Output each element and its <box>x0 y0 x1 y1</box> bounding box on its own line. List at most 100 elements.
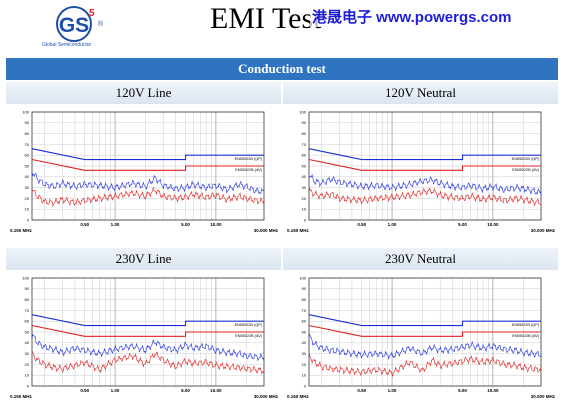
y-tick-label: 20 <box>302 196 307 201</box>
page-title: EMI Test <box>210 2 322 35</box>
y-tick-label: 0 <box>304 383 307 388</box>
y-tick-label: 80 <box>302 297 307 302</box>
y-tick-label: 60 <box>25 319 30 324</box>
y-tick-label: 0 <box>27 383 30 388</box>
y-tick-label: 20 <box>25 362 30 367</box>
emi-chart-120v-line: 0 10 20 30 40 50 60 70 80 90 100 0.150 MHz 0.50 1.00 5… <box>10 109 279 233</box>
average-trace <box>31 187 265 208</box>
legend-label: EN55022B (QP) <box>512 323 540 327</box>
y-tick-label: 70 <box>25 308 30 313</box>
average-trace <box>308 187 542 207</box>
y-tick-label: 60 <box>25 153 30 158</box>
limit-line-qp <box>308 314 541 327</box>
y-tick-label: 20 <box>25 196 30 201</box>
x-tick-label: 1.00 <box>388 222 397 227</box>
x-tick-label: 1.00 <box>111 388 120 393</box>
y-tick-label: 70 <box>302 308 307 313</box>
y-tick-label: 90 <box>25 286 30 291</box>
y-tick-label: 10 <box>302 373 307 378</box>
x-tick-label: 1.00 <box>388 388 397 393</box>
chart-panel-230v-line: 230V Line 0 10 20 30 40 50 60 70 80 90 100 0.150 MH… <box>6 248 281 406</box>
x-tick-label: 5.00 <box>458 388 467 393</box>
y-tick-label: 80 <box>25 297 30 302</box>
average-trace <box>31 351 265 375</box>
y-tick-label: 50 <box>302 163 307 168</box>
x-tick-label: 0.150 MHz <box>287 228 310 233</box>
legend-label: EN55022B (AV) <box>235 334 262 338</box>
x-tick-label: 10.00 <box>487 222 499 227</box>
x-tick-label: 30.000 MHz <box>531 394 556 399</box>
x-tick-label: 10.00 <box>210 222 222 227</box>
y-tick-label: 30 <box>302 185 307 190</box>
chart-title: 120V Line <box>6 82 281 104</box>
legend-label: EN55022B (AV) <box>512 334 539 338</box>
logo-caption: Global Semiconductor <box>42 42 92 48</box>
legend-label: EN55022B (AV) <box>512 168 539 172</box>
emi-chart-230v-line: 0 10 20 30 40 50 60 70 80 90 100 0.150 MHz 0.50 1.00 5… <box>10 275 279 399</box>
y-tick-label: 60 <box>302 319 307 324</box>
y-tick-label: 90 <box>302 120 307 125</box>
y-tick-label: 50 <box>25 329 30 334</box>
y-tick-label: 90 <box>25 120 30 125</box>
company-logo: GS 5 ® <box>40 4 114 50</box>
chart-title: 230V Line <box>6 248 281 270</box>
peak-trace <box>308 333 542 360</box>
legend-label: EN55022B (QP) <box>235 157 263 161</box>
x-tick-label: 0.150 MHz <box>10 394 33 399</box>
x-tick-label: 1.00 <box>111 222 120 227</box>
x-tick-label: 30.000 MHz <box>254 228 279 233</box>
x-tick-label: 5.00 <box>181 388 190 393</box>
y-tick-label: 70 <box>25 142 30 147</box>
y-tick-label: 100 <box>299 109 306 114</box>
section-header: Conduction test <box>6 58 558 80</box>
y-tick-label: 80 <box>302 131 307 136</box>
chart-title: 230V Neutral <box>283 248 558 270</box>
legend-label: EN55022B (QP) <box>512 157 540 161</box>
logo-mark-icon: GS 5 ® <box>56 6 104 42</box>
x-tick-label: 30.000 MHz <box>531 228 556 233</box>
legend-label: EN55022B (QP) <box>235 323 263 327</box>
limit-line-qp <box>31 314 264 327</box>
y-tick-label: 30 <box>302 351 307 356</box>
limit-line-av <box>308 324 541 337</box>
y-tick-label: 10 <box>25 373 30 378</box>
limit-line-qp <box>308 148 541 161</box>
x-tick-label: 10.00 <box>487 388 499 393</box>
peak-trace <box>31 333 265 362</box>
y-tick-label: 40 <box>25 340 30 345</box>
y-tick-label: 90 <box>302 286 307 291</box>
x-tick-label: 0.150 MHz <box>287 394 310 399</box>
x-tick-label: 0.50 <box>357 388 366 393</box>
y-tick-label: 50 <box>25 163 30 168</box>
x-tick-label: 0.150 MHz <box>10 228 33 233</box>
peak-trace <box>31 172 265 195</box>
registered-mark: ® <box>98 20 104 28</box>
logo-letters: GS <box>59 14 89 37</box>
watermark: 港晟电子 www.powergs.com <box>310 6 514 27</box>
x-tick-label: 0.50 <box>80 222 89 227</box>
x-tick-label: 5.00 <box>458 222 467 227</box>
limit-line-av <box>31 324 264 337</box>
x-tick-label: 5.00 <box>181 222 190 227</box>
y-tick-label: 50 <box>302 329 307 334</box>
x-tick-label: 0.50 <box>357 222 366 227</box>
y-tick-label: 10 <box>302 207 307 212</box>
y-tick-label: 20 <box>302 362 307 367</box>
average-trace <box>308 351 542 377</box>
y-tick-label: 60 <box>302 153 307 158</box>
y-tick-label: 40 <box>302 174 307 179</box>
y-tick-label: 40 <box>25 174 30 179</box>
limit-line-qp <box>31 148 264 161</box>
y-tick-label: 80 <box>25 131 30 136</box>
y-tick-label: 30 <box>25 185 30 190</box>
chart-panel-120v-line: 120V Line 0 10 20 30 40 50 60 70 80 90 100 0.150 MH… <box>6 82 281 240</box>
emi-chart-120v-neutral: 0 10 20 30 40 50 60 70 80 90 100 0.150 MHz 0.50 1.00 5… <box>287 109 556 233</box>
chart-panel-120v-neutral: 120V Neutral 0 10 20 30 40 50 60 70 80 90 100 0.150… <box>283 82 558 240</box>
emi-chart-230v-neutral: 0 10 20 30 40 50 60 70 80 90 100 0.150 MHz 0.50 1.00 5… <box>287 275 556 399</box>
y-tick-label: 30 <box>25 351 30 356</box>
y-tick-label: 70 <box>302 142 307 147</box>
y-tick-label: 100 <box>299 275 306 280</box>
y-tick-label: 40 <box>302 340 307 345</box>
logo-number: 5 <box>89 8 95 19</box>
y-tick-label: 100 <box>22 275 29 280</box>
